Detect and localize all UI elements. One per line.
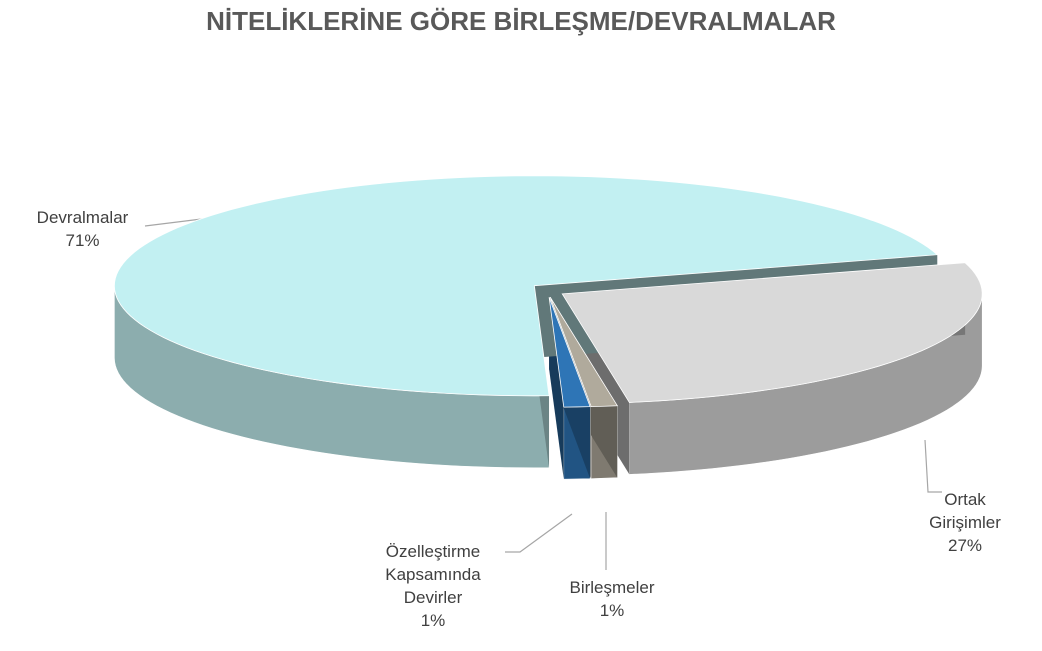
slice <box>548 297 591 408</box>
slice-tops <box>113 175 983 408</box>
label-value: 1% <box>599 601 625 620</box>
label-value: 27% <box>947 536 983 555</box>
label-value: 71% <box>65 231 100 250</box>
label-name: Ortak Girişimler <box>929 490 1001 532</box>
data-label: Ortak Girişimler 27% <box>915 488 1015 557</box>
label-value: 1% <box>420 611 446 630</box>
data-label: Özelleştirme Kapsamında Devirler 1% <box>358 540 508 632</box>
leader-line <box>924 439 942 493</box>
label-name: Özelleştirme Kapsamında Devirler <box>385 542 481 607</box>
slice <box>549 296 619 408</box>
leader-line <box>505 513 573 553</box>
slice <box>561 262 983 403</box>
label-name: Birleşmeler <box>569 578 655 597</box>
chart-title: NİTELİKLERİNE GÖRE BİRLEŞME/DEVRALMALAR <box>206 6 836 36</box>
data-label: Birleşmeler 1% <box>552 576 672 622</box>
data-label: Devralmalar 71% <box>10 206 155 252</box>
slice <box>113 175 939 397</box>
label-name: Devralmalar <box>36 208 129 227</box>
